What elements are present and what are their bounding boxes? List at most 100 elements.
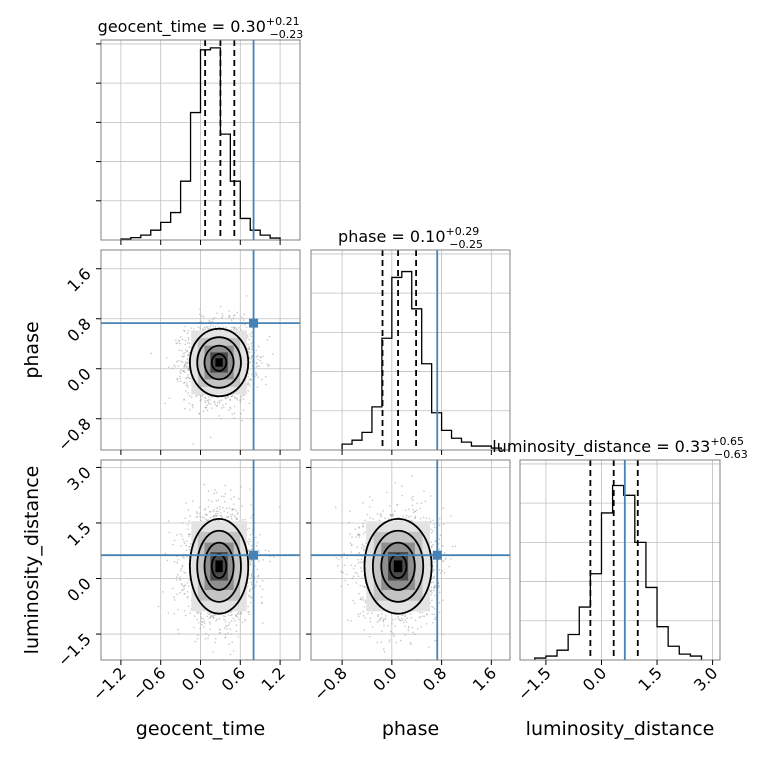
sample-point <box>364 617 366 619</box>
sample-point <box>388 505 391 507</box>
sample-point <box>236 397 238 399</box>
sample-point <box>187 509 190 511</box>
sample-point <box>208 617 210 619</box>
sample-point <box>205 326 208 329</box>
sample-point <box>173 364 176 366</box>
sample-point <box>234 614 237 617</box>
sample-point <box>219 417 222 420</box>
title-main: geocent_time = 0.30 <box>98 17 266 37</box>
sample-point <box>249 533 252 536</box>
sample-point <box>234 516 237 519</box>
sample-point <box>401 619 404 622</box>
sample-point <box>183 330 186 333</box>
sample-point <box>381 630 383 633</box>
sample-point <box>167 520 170 522</box>
sample-point <box>236 616 239 618</box>
sample-point <box>199 313 201 316</box>
sample-point <box>433 589 435 592</box>
sample-point <box>190 327 193 329</box>
sample-point <box>247 549 250 551</box>
sample-point <box>196 637 199 640</box>
sample-point <box>186 581 189 584</box>
sample-point <box>230 633 233 635</box>
sample-point <box>199 308 201 310</box>
sample-point <box>255 366 258 368</box>
sample-point <box>248 402 251 405</box>
sample-point <box>217 499 220 501</box>
sample-point <box>187 374 189 376</box>
sample-point <box>215 620 217 623</box>
sample-point <box>212 651 214 654</box>
sample-point <box>179 576 181 578</box>
sample-point <box>240 395 243 398</box>
sample-point <box>186 341 189 344</box>
sample-point <box>346 557 348 560</box>
sample-point <box>206 325 209 328</box>
sample-point <box>233 327 235 330</box>
sample-point <box>249 385 251 387</box>
sample-point <box>251 355 254 358</box>
sample-point <box>231 641 234 643</box>
sample-point <box>242 409 245 412</box>
sample-point <box>182 352 184 355</box>
sample-point <box>180 545 182 547</box>
sample-point <box>231 413 234 416</box>
sample-point <box>241 419 243 422</box>
sample-point <box>236 398 239 401</box>
sample-point <box>247 611 249 613</box>
sample-point <box>235 509 238 512</box>
sample-point <box>184 343 187 346</box>
sample-point <box>177 365 179 367</box>
sample-point <box>211 320 214 323</box>
sample-point <box>261 602 263 604</box>
sample-point <box>187 336 190 339</box>
sample-point <box>186 332 189 335</box>
sample-point <box>181 565 184 568</box>
sample-point <box>256 541 259 544</box>
sample-point <box>256 364 259 367</box>
sample-point <box>180 349 183 352</box>
sample-point <box>419 507 421 510</box>
sample-point <box>212 510 214 513</box>
sample-point <box>211 407 213 409</box>
sample-point <box>196 611 198 614</box>
sample-point <box>210 615 212 617</box>
sample-point <box>230 620 233 622</box>
sample-point <box>203 516 205 519</box>
sample-point <box>243 313 246 315</box>
sample-point <box>185 384 187 386</box>
sample-point <box>223 495 225 498</box>
sample-point <box>340 571 343 574</box>
sample-point <box>359 612 362 615</box>
sample-point <box>229 407 232 410</box>
sample-point <box>183 592 186 595</box>
sample-point <box>235 624 238 626</box>
sample-point <box>235 661 237 663</box>
sample-point <box>216 404 219 407</box>
sample-point <box>233 326 235 328</box>
sample-point <box>207 490 210 492</box>
sample-point <box>264 549 267 552</box>
sample-point <box>197 326 200 328</box>
sample-point <box>183 541 185 543</box>
sample-point <box>232 617 235 620</box>
sample-point <box>257 376 259 379</box>
sample-point <box>186 350 189 352</box>
sample-point <box>354 535 357 538</box>
sample-point <box>429 495 432 497</box>
sample-point <box>231 326 233 329</box>
sample-point <box>430 594 433 596</box>
sample-point <box>250 559 253 561</box>
sample-point <box>251 576 253 578</box>
sample-point <box>248 595 250 598</box>
sample-point <box>210 396 213 398</box>
sample-point <box>206 409 209 412</box>
sample-point <box>233 508 236 510</box>
sample-point <box>157 605 160 608</box>
sample-point <box>229 399 231 402</box>
sample-point <box>255 371 257 374</box>
sample-point <box>273 555 275 558</box>
sample-point <box>207 505 210 508</box>
sample-point <box>248 543 250 545</box>
sample-point <box>241 316 243 319</box>
